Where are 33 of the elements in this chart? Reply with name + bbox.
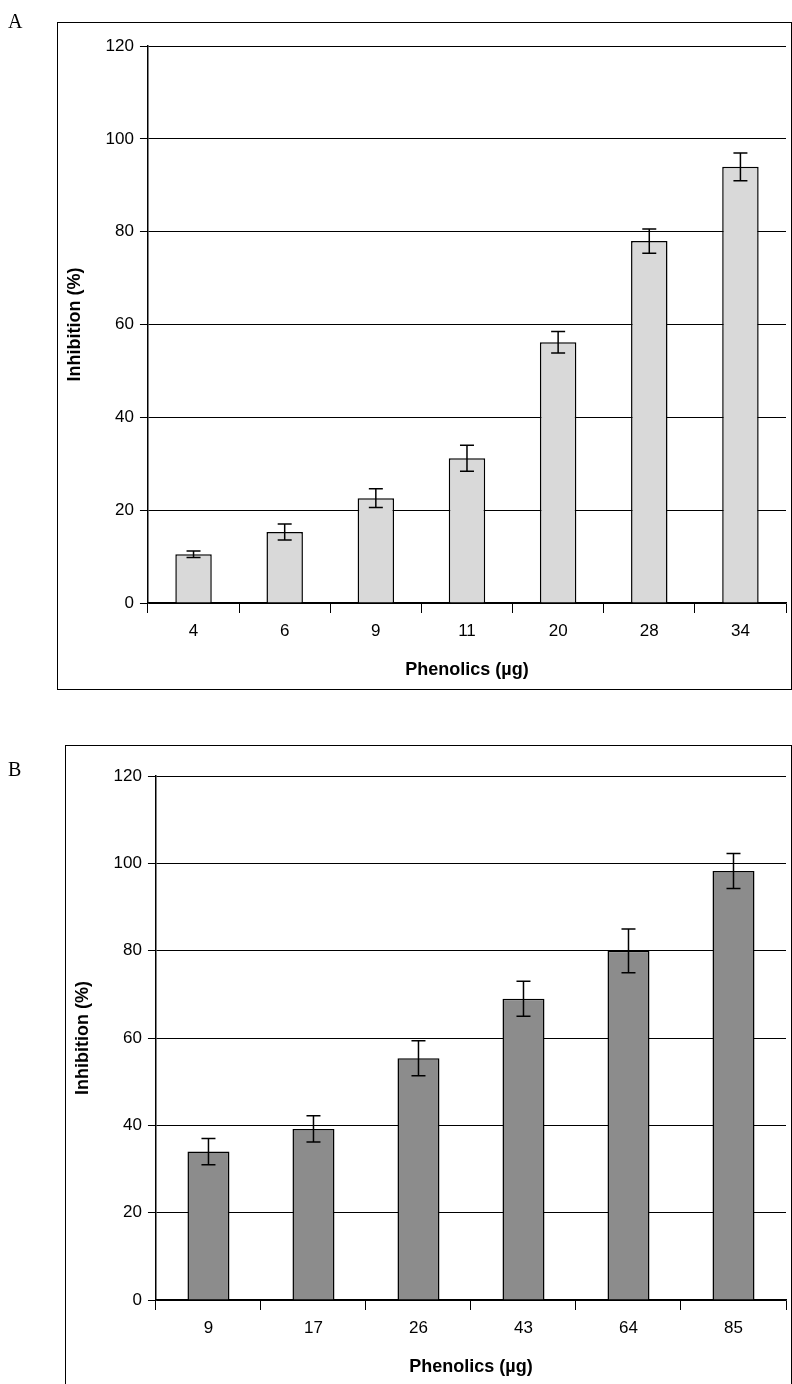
y-tick-label: 60 <box>123 1027 142 1047</box>
y-tick-label: 20 <box>115 499 134 519</box>
x-tick-label: 6 <box>279 620 290 640</box>
y-tick-label: 40 <box>115 407 134 427</box>
x-axis-title: Phenolics (µg) <box>409 1356 533 1377</box>
x-tick-label: 20 <box>548 620 568 640</box>
x-tick-label: 9 <box>371 620 381 640</box>
x-tick-label: 11 <box>458 620 476 640</box>
y-tick-label: 100 <box>105 128 134 148</box>
x-axis-title: Phenolics (µg) <box>405 659 529 680</box>
y-tick-label: 80 <box>115 221 134 241</box>
y-tick-label: 40 <box>123 1115 142 1135</box>
y-tick-label: 20 <box>123 1202 142 1222</box>
y-tick-label: 0 <box>124 592 134 612</box>
chart-title: A <box>8 10 23 33</box>
y-tick-label: 100 <box>113 853 142 873</box>
x-tick-label: 34 <box>730 620 750 640</box>
x-tick-label: 64 <box>619 1317 638 1337</box>
x-tick-label: 28 <box>639 620 659 640</box>
y-tick-label: 80 <box>123 940 142 960</box>
chart-title: B <box>8 758 22 781</box>
x-tick-label: 17 <box>304 1317 323 1337</box>
x-tick-label: 85 <box>724 1317 743 1337</box>
y-tick-label: 0 <box>132 1289 142 1309</box>
y-tick-label: 120 <box>113 765 142 785</box>
x-tick-label: 26 <box>409 1317 428 1337</box>
x-tick-label: 4 <box>188 620 199 640</box>
y-axis-title: Inhibition (%) <box>71 981 92 1096</box>
x-tick-label: 43 <box>514 1317 533 1337</box>
y-tick-label: 120 <box>105 35 134 55</box>
x-tick-label: 9 <box>203 1317 214 1337</box>
y-tick-label: 60 <box>115 314 134 334</box>
y-axis-title: Inhibition (%) <box>63 267 84 382</box>
